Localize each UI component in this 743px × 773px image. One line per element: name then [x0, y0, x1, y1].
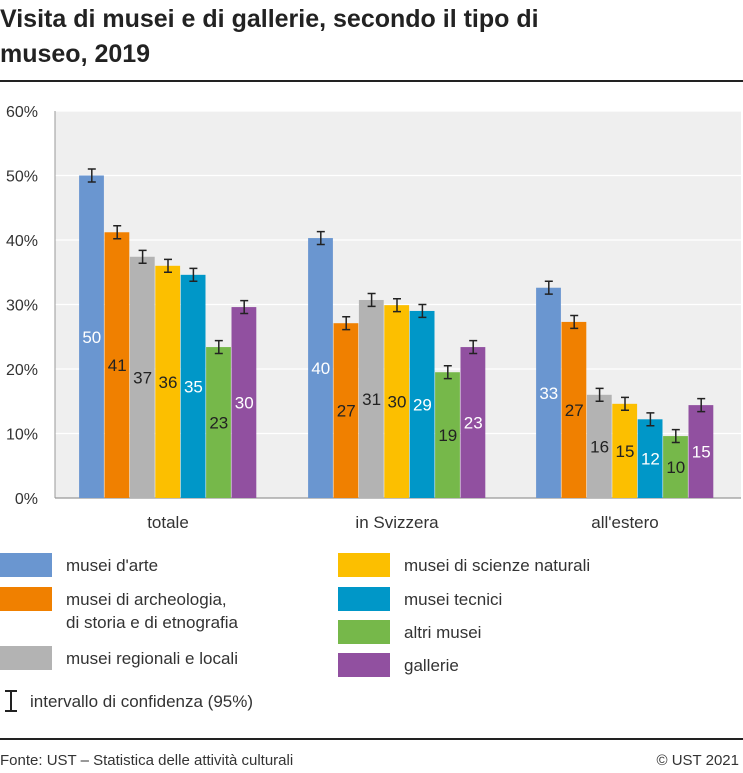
- bar: [384, 305, 410, 498]
- error-bar: [189, 267, 198, 283]
- legend-archeologia-2: di storia e di etnografia: [66, 613, 238, 632]
- error-bar: [214, 339, 223, 355]
- error-bar: [671, 428, 680, 444]
- bar: [561, 321, 587, 498]
- data-label: 33: [539, 384, 558, 403]
- bar: [435, 372, 460, 498]
- data-label: 40: [311, 359, 330, 378]
- chart-title: Visita di musei e di gallerie, secondo i…: [0, 5, 539, 68]
- x-tick-label: all'estero: [591, 513, 659, 532]
- error-bar: [621, 396, 629, 412]
- data-label: 15: [692, 443, 711, 462]
- footer-rule: [0, 738, 743, 740]
- legend-musei-arte: musei d'arte: [66, 556, 159, 575]
- y-tick-label: 10%: [6, 427, 38, 444]
- error-bar: [646, 412, 655, 427]
- data-label: 30: [388, 393, 407, 412]
- error-bar: [113, 225, 122, 240]
- data-label: 29: [413, 395, 432, 414]
- bar: [586, 394, 612, 498]
- error-bar: [138, 249, 147, 264]
- bar: [308, 238, 333, 498]
- bar: [409, 310, 435, 498]
- legend-swatch-gallerie: [338, 653, 390, 677]
- confidence-interval-icon: [5, 690, 17, 712]
- legend-swatch-archeologia: [0, 587, 52, 611]
- bar: [536, 287, 561, 498]
- error-bar: [342, 316, 351, 331]
- bar: [180, 274, 206, 498]
- data-label: 30: [235, 394, 254, 413]
- error-bar: [367, 292, 376, 308]
- legend-swatch-altri: [338, 620, 390, 644]
- error-bar: [87, 168, 96, 183]
- error-bar: [595, 387, 604, 402]
- error-bar: [164, 258, 172, 273]
- bar: [231, 307, 257, 498]
- y-tick-label: 50%: [6, 169, 38, 186]
- legend-swatch-scienze: [338, 553, 390, 577]
- y-tick-label: 60%: [6, 104, 38, 121]
- legend-confidence-interval: intervallo di confidenza (95%): [30, 692, 254, 711]
- legend-swatch-tecnici: [338, 587, 390, 611]
- x-tick-label: in Svizzera: [355, 513, 439, 532]
- error-bar: [544, 280, 553, 295]
- bar: [104, 232, 130, 498]
- data-label: 41: [108, 356, 127, 375]
- data-label: 12: [641, 450, 660, 469]
- error-bar: [469, 339, 478, 355]
- legend-swatch-regionali: [0, 646, 52, 670]
- legend-archeologia-1: musei di archeologia,: [66, 590, 227, 609]
- bar: [206, 347, 231, 498]
- legend-swatch-musei-arte: [0, 553, 52, 577]
- y-tick-label: 40%: [6, 233, 38, 250]
- data-label: 37: [133, 368, 152, 387]
- data-label: 23: [464, 414, 483, 433]
- error-bar: [443, 365, 452, 380]
- error-bar: [697, 397, 706, 413]
- data-label: 16: [590, 437, 609, 456]
- error-bar: [418, 303, 427, 319]
- error-bar: [393, 297, 401, 313]
- data-label: 19: [438, 426, 457, 445]
- data-label: 27: [565, 401, 584, 420]
- legend-tecnici: musei tecnici: [404, 590, 503, 609]
- bar: [333, 323, 359, 498]
- title-rule: [0, 80, 743, 82]
- bar: [358, 299, 384, 498]
- data-label: 27: [337, 402, 356, 421]
- copyright-text: © UST 2021: [656, 752, 740, 769]
- source-text: Fonte: UST – Statistica delle attività c…: [0, 752, 294, 769]
- legend-gallerie: gallerie: [404, 656, 459, 675]
- bar: [688, 405, 714, 498]
- y-tick-label: 20%: [6, 362, 38, 379]
- x-tick-label: totale: [147, 513, 189, 532]
- bar: [663, 436, 688, 498]
- y-tick-label: 30%: [6, 298, 38, 315]
- bar: [129, 256, 155, 498]
- bar: [637, 419, 663, 498]
- error-bar: [240, 299, 249, 315]
- bar: [460, 347, 486, 498]
- data-label: 50: [82, 328, 101, 347]
- data-label: 15: [616, 442, 635, 461]
- data-label: 31: [362, 390, 381, 409]
- legend-regionali: musei regionali e locali: [66, 649, 238, 668]
- legend-scienze: musei di scienze naturali: [404, 556, 591, 575]
- data-label: 35: [184, 377, 203, 396]
- error-bar: [570, 314, 579, 330]
- bar: [155, 265, 181, 498]
- data-label: 10: [666, 458, 685, 477]
- legend-altri: altri musei: [404, 623, 482, 642]
- data-label: 36: [159, 373, 178, 392]
- bar: [79, 175, 104, 498]
- bar: [612, 403, 638, 498]
- bar-chart: 0% 10% 20% 30% 40% 50% 60% 50 41 37 36 35 23 30 totale…: [6, 104, 741, 532]
- error-bar: [316, 230, 325, 246]
- data-label: 23: [209, 414, 228, 433]
- y-tick-label: 0%: [15, 491, 38, 508]
